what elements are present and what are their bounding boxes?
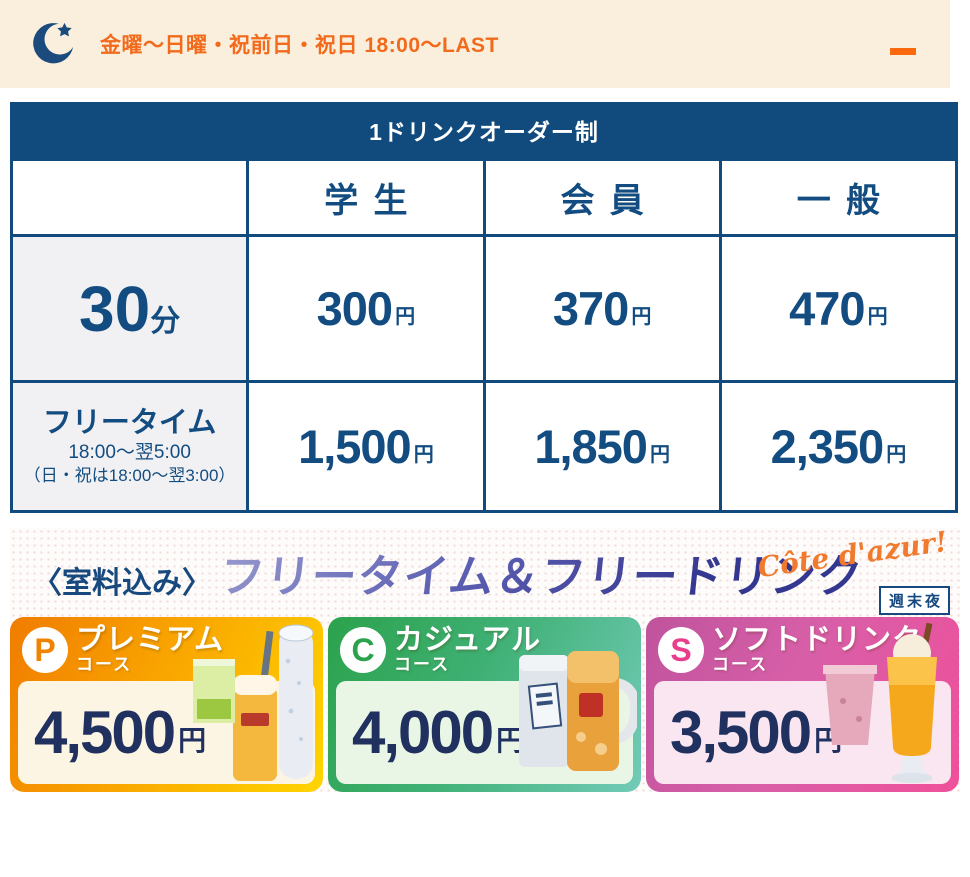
price-cell-30min-general: 470 円 bbox=[718, 234, 959, 383]
casual-card-header: C カジュアル コース bbox=[336, 625, 633, 679]
row-label-30min: 30分 bbox=[9, 234, 250, 383]
softdrink-course-card: S ソフトドリンク コース 3,500 円 bbox=[646, 617, 959, 792]
price-unit: 円 bbox=[413, 444, 434, 466]
header-cell-student: 学生 bbox=[246, 158, 486, 237]
price-value: 370 bbox=[552, 282, 629, 335]
softdrink-initial-badge: S bbox=[658, 627, 704, 673]
header-cell-general: 一般 bbox=[718, 158, 959, 237]
price-value: 470 bbox=[789, 282, 865, 335]
table-header-row: 学生 会員 一般 bbox=[9, 158, 959, 237]
drink-order-banner: 1ドリンクオーダー制 bbox=[10, 102, 958, 158]
weekend-night-badge: 週末夜 bbox=[878, 586, 950, 615]
softdrink-course-suffix: コース bbox=[712, 655, 769, 675]
price-cell-30min-student: 300 円 bbox=[246, 234, 486, 383]
price-unit: 円 bbox=[395, 306, 416, 328]
premium-course-card: P プレミアム コース 4,500 円 bbox=[10, 617, 323, 792]
price-value: 1,850 bbox=[534, 420, 648, 473]
freetime-freedrink-promo: 〈室料込み〉 フリータイム＆フリードリンク Côte d'azur! 週末夜 P… bbox=[10, 525, 960, 792]
row-label-30min-suffix: 分 bbox=[150, 304, 181, 338]
premium-price: 4,500 bbox=[34, 698, 176, 766]
table-row-30min: 30分 300 円 370 円 470 円 bbox=[9, 234, 959, 383]
premium-initial-badge: P bbox=[22, 627, 68, 673]
price-cell-freetime-general: 2,350 円 bbox=[718, 380, 959, 513]
casual-course-suffix: コース bbox=[394, 655, 451, 675]
price-unit: 円 bbox=[867, 306, 888, 328]
promo-prefix: 〈室料込み〉 bbox=[32, 567, 212, 600]
price-cell-freetime-student: 1,500 円 bbox=[246, 380, 486, 513]
casual-price: 4,000 bbox=[352, 698, 494, 766]
freetime-label: フリータイム bbox=[42, 406, 217, 439]
price-unit: 円 bbox=[886, 444, 907, 466]
softdrink-card-header: S ソフトドリンク コース bbox=[654, 625, 951, 679]
price-value: 300 bbox=[316, 282, 393, 335]
accordion-label: 金曜〜日曜・祝前日・祝日 18:00〜LAST bbox=[100, 34, 499, 57]
price-unit: 円 bbox=[631, 306, 652, 328]
price-unit: 円 bbox=[649, 444, 670, 466]
softdrink-drinks-image bbox=[823, 621, 955, 792]
price-cell-freetime-member: 1,850 円 bbox=[482, 380, 722, 513]
minus-icon[interactable] bbox=[890, 48, 916, 55]
premium-course-suffix: コース bbox=[76, 655, 133, 675]
row-label-30min-number: 30 bbox=[79, 272, 151, 345]
price-value: 1,500 bbox=[298, 420, 412, 473]
row-label-freetime: フリータイム 18:00〜翌5:00 （日・祝は18:00〜翌3:00） bbox=[9, 380, 250, 513]
premium-price-unit: 円 bbox=[178, 724, 207, 756]
premium-card-header: P プレミアム コース bbox=[18, 625, 315, 679]
price-value: 2,350 bbox=[770, 420, 885, 473]
promo-title-bar: 〈室料込み〉 フリータイム＆フリードリンク Côte d'azur! 週末夜 bbox=[10, 525, 960, 617]
casual-course-card: C カジュアル コース 4,000 円 bbox=[328, 617, 641, 792]
freetime-hours: 18:00〜翌5:00 bbox=[68, 441, 191, 463]
softdrink-course-name: ソフトドリンク bbox=[712, 624, 923, 656]
casual-course-name: カジュアル bbox=[394, 624, 542, 656]
price-cell-30min-member: 370 円 bbox=[482, 234, 722, 383]
course-cards: P プレミアム コース 4,500 円 bbox=[10, 617, 960, 792]
accordion-header-weekend-night[interactable]: 金曜〜日曜・祝前日・祝日 18:00〜LAST bbox=[0, 0, 950, 88]
header-cell-empty bbox=[9, 158, 250, 237]
premium-drinks-image bbox=[187, 621, 319, 792]
softdrink-price: 3,500 bbox=[670, 698, 812, 766]
table-row-freetime: フリータイム 18:00〜翌5:00 （日・祝は18:00〜翌3:00） 1,5… bbox=[9, 380, 959, 513]
moon-with-star-icon bbox=[30, 21, 76, 67]
price-table: 学生 会員 一般 30分 300 円 370 円 470 円 フリータイム 18:00… bbox=[9, 158, 959, 513]
premium-course-name: プレミアム bbox=[76, 624, 224, 656]
header-cell-member: 会員 bbox=[482, 158, 722, 237]
freetime-hours-note: （日・祝は18:00〜翌3:00） bbox=[23, 466, 236, 486]
casual-drinks-image bbox=[505, 621, 641, 792]
casual-initial-badge: C bbox=[340, 627, 386, 673]
